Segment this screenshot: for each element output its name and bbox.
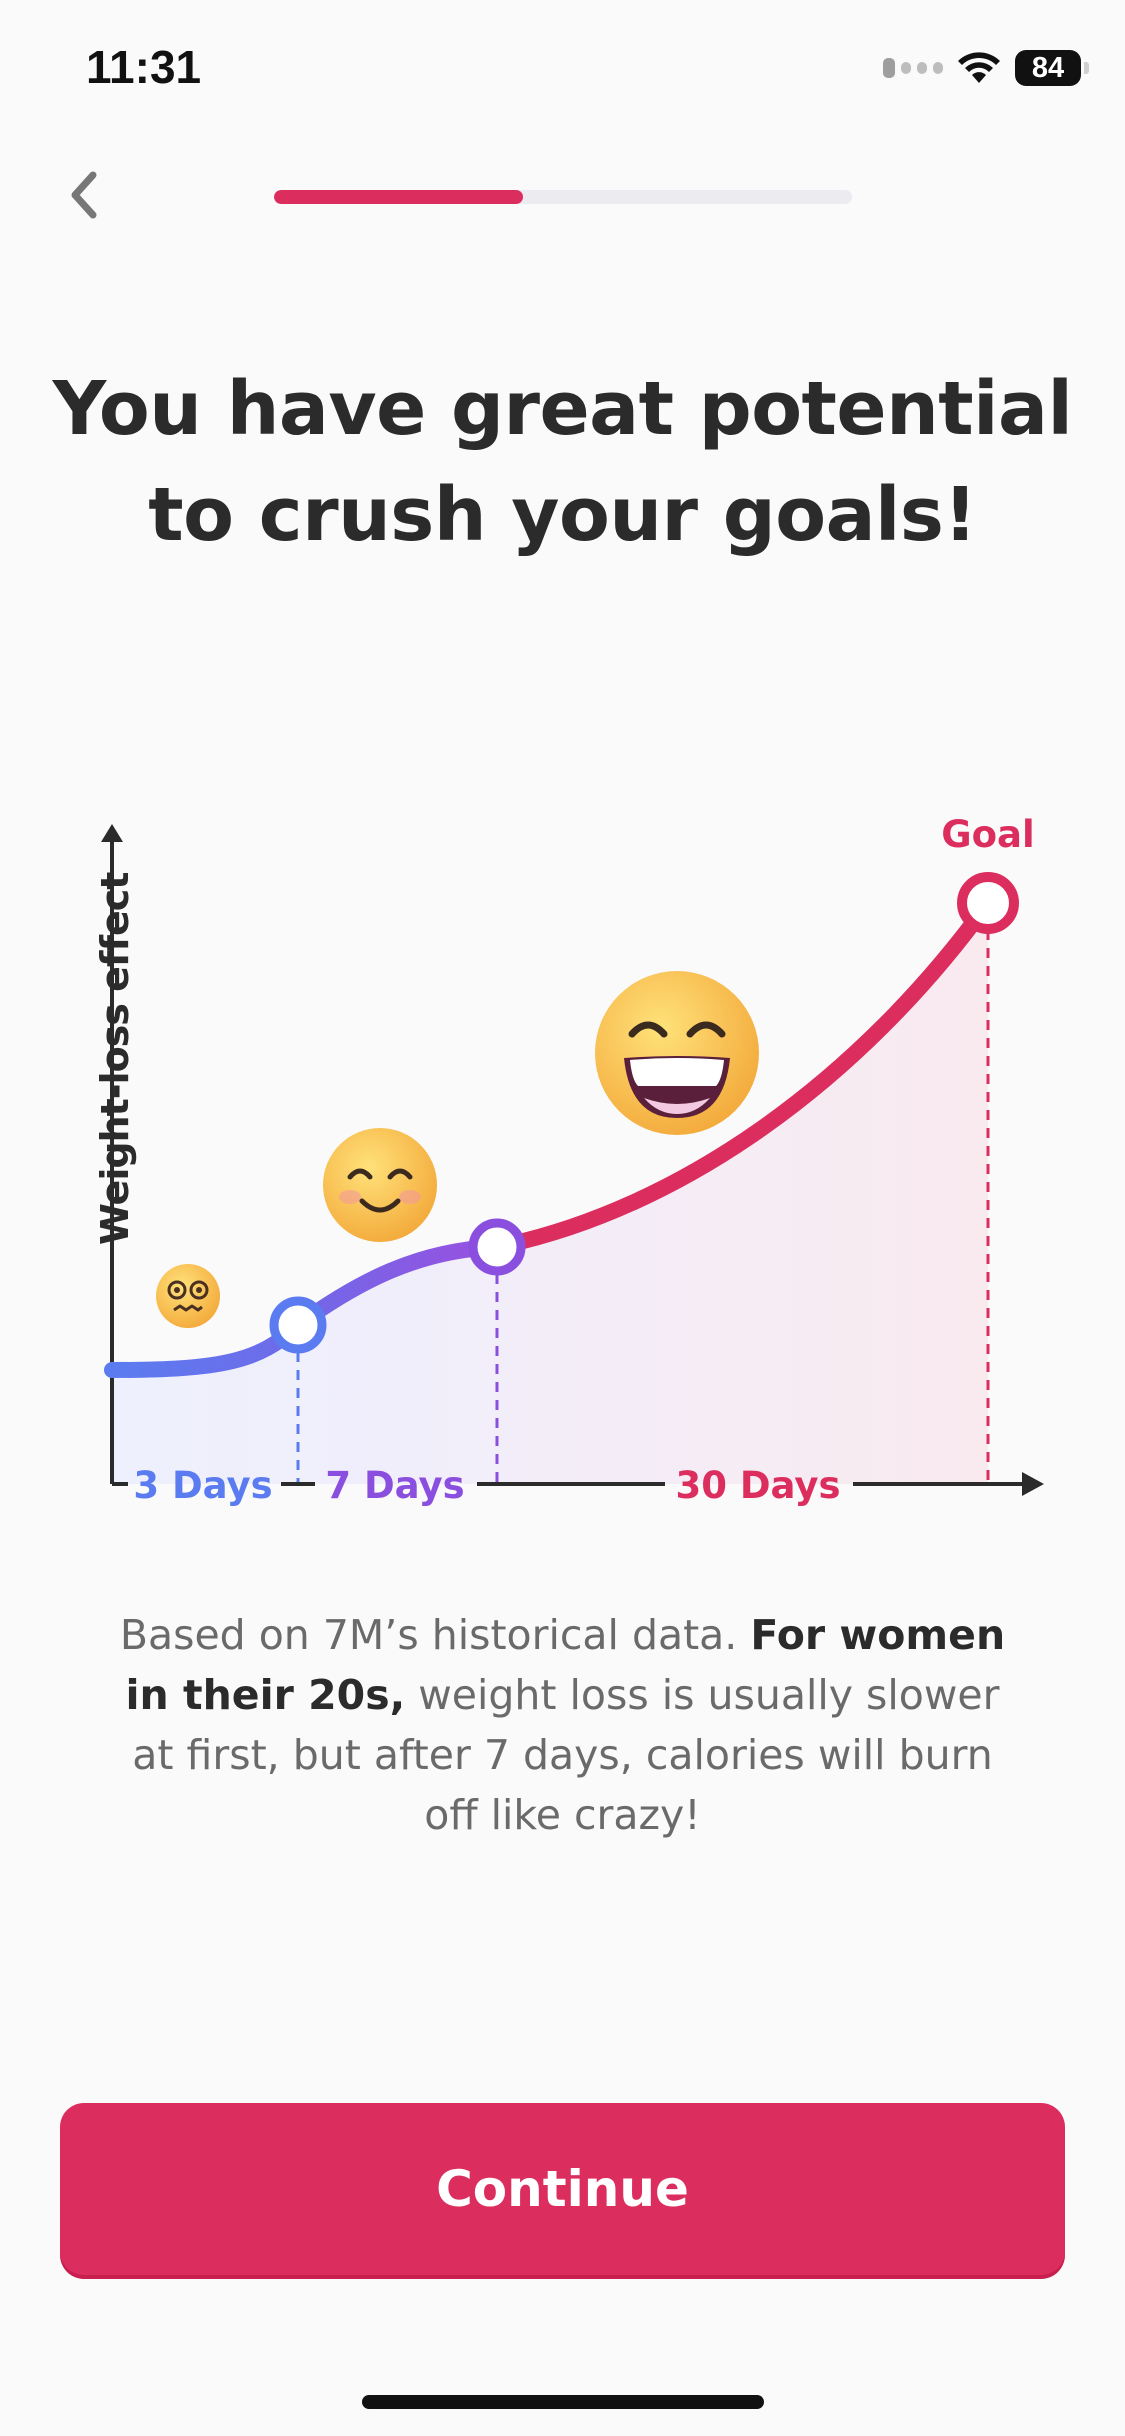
curve-segment-end [489,895,996,1255]
description-text: Based on 7M’s historical data. For women… [100,1605,1025,1845]
continue-button[interactable]: Continue [60,2103,1065,2275]
wifi-icon [958,52,1000,83]
grinning-face-icon [595,971,759,1135]
back-button[interactable] [54,160,114,230]
description-part-2: weight loss is usually slower at first, … [132,1671,1000,1839]
cellular-signal-icon [883,58,943,78]
goal-label: Goal [941,813,1034,856]
description-part-1: Based on 7M’s historical data. [119,1611,751,1659]
smiling-face-icon [323,1128,437,1242]
segment-label-30-days: 30 Days [675,1464,840,1507]
segment-label-3-days: 3 Days [133,1464,272,1507]
chart-svg: Weight-loss effect 3 Days 7 Days 30 Days… [93,813,1044,1507]
x-axis-arrow [1022,1472,1044,1496]
chart-area [112,903,988,1484]
status-bar: 11:31 84 [0,0,1125,140]
status-time: 11:31 [86,41,202,93]
y-axis-arrow [101,824,123,842]
y-axis-label: Weight-loss effect [93,872,137,1245]
dizzy-face-icon [156,1264,220,1328]
milestone-point-7-days [468,1218,526,1276]
progress-fill [274,190,523,204]
milestone-point-3-days [269,1296,327,1354]
segment-label-7-days: 7 Days [325,1464,464,1507]
description-bold: For women in their 20s, [125,1611,1006,1719]
status-icons: 84 [883,46,1089,90]
goal-point [957,872,1019,934]
onboarding-progress-bar [274,190,852,204]
weight-loss-chart: Weight-loss effect 3 Days 7 Days 30 Days… [0,780,1125,1540]
home-indicator[interactable] [362,2395,764,2409]
battery-icon: 84 [1015,50,1089,86]
chevron-left-icon [71,171,97,219]
page-title: You have great potential to crush your g… [52,366,1073,558]
